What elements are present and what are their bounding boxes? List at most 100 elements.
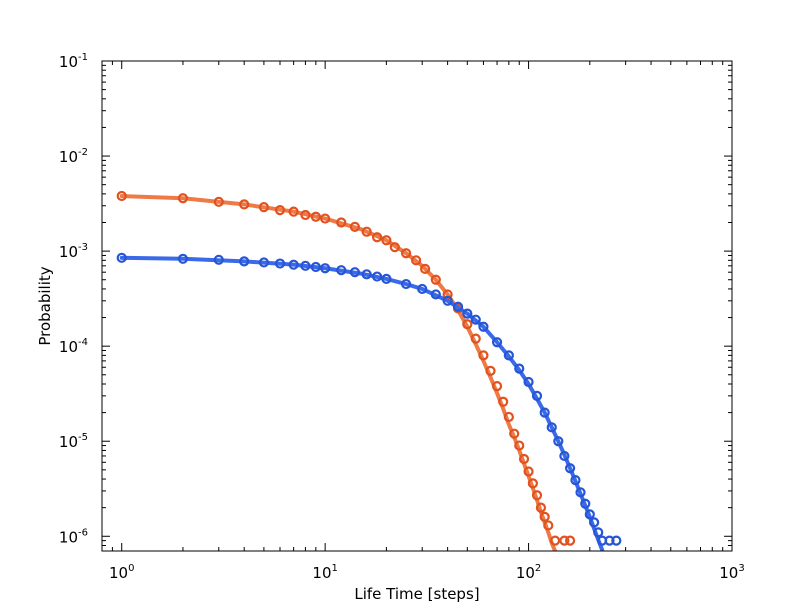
x-axis-label: Life Time [steps] <box>354 585 479 603</box>
series-0-point <box>531 490 543 501</box>
series-1-point <box>514 363 525 374</box>
series-0-point <box>518 453 530 465</box>
series-0-point <box>177 193 189 204</box>
series-1-point <box>258 257 269 268</box>
plot-frame <box>101 60 733 552</box>
y-tick-label: 10-6 <box>59 527 88 546</box>
x-tick-label: 102 <box>516 563 541 582</box>
series-0-point <box>420 263 431 274</box>
series-1-fit-line <box>119 255 605 551</box>
series-1-point <box>559 450 570 462</box>
series-1-point <box>430 289 441 300</box>
series-0-point <box>116 190 127 202</box>
series-0-point <box>539 511 550 522</box>
series-1-point <box>361 269 372 280</box>
series-1-point <box>553 436 564 447</box>
series-0-point <box>491 381 503 392</box>
series-0-point <box>320 213 331 224</box>
series-1-point <box>401 278 412 290</box>
x-tick-label: 101 <box>312 563 337 582</box>
series-1-point <box>288 259 299 270</box>
series-1-point <box>584 509 595 520</box>
series-1-point <box>336 265 347 276</box>
series-0-point <box>310 211 321 222</box>
tick-layer: 100 101 102 103 10-6 10-5 10-4 10-3 10-2 10-1 <box>59 52 745 582</box>
series-1-point <box>442 295 453 306</box>
series-0-point <box>478 350 489 361</box>
series-1-point <box>470 314 481 325</box>
series-1-point <box>381 273 392 285</box>
y-tick-label: 10-5 <box>59 432 88 451</box>
series-1-point <box>564 463 576 474</box>
series-0-point <box>213 196 224 207</box>
series-1-point <box>239 256 250 267</box>
series-0-point <box>371 232 383 243</box>
series-0-point <box>514 440 525 451</box>
series-1-point <box>213 254 224 265</box>
series-0-point <box>543 520 554 531</box>
series-0-point <box>498 396 509 407</box>
series-1-point <box>611 535 622 546</box>
series-1-point <box>491 337 503 348</box>
series-0-point <box>258 202 269 213</box>
series-0-point <box>381 235 392 246</box>
series-0-point <box>559 535 570 546</box>
series-0-point <box>523 466 534 477</box>
y-tick-label: 10-3 <box>59 242 88 261</box>
y-tick-label: 10-2 <box>59 147 88 166</box>
series-1-point <box>349 267 360 278</box>
series-0-point <box>470 333 481 344</box>
series-0-point <box>503 411 514 423</box>
series-1-point <box>523 376 534 388</box>
series-1-point <box>452 301 464 312</box>
x-tick-label: 103 <box>719 563 744 582</box>
y-tick-label: 10-1 <box>59 52 88 71</box>
series-0 <box>116 190 576 551</box>
series-1-point <box>310 261 321 273</box>
series-1-point <box>417 283 428 295</box>
series-0-point <box>239 199 250 210</box>
series-0-point <box>274 205 286 216</box>
series-1-point <box>116 252 127 263</box>
series-0-point <box>535 502 547 513</box>
series-1-point <box>177 253 189 264</box>
series-1-point <box>300 260 311 271</box>
series-layer <box>116 190 622 551</box>
series-0-point <box>549 535 561 546</box>
series-1-point <box>575 487 586 498</box>
series-0-point <box>509 428 520 439</box>
series-0-point <box>485 365 496 376</box>
series-0-point <box>564 535 576 546</box>
series-1-point <box>478 321 489 332</box>
series-1-point <box>320 263 331 274</box>
series-0-point <box>411 255 422 266</box>
series-1-point <box>570 474 581 486</box>
series-1-point <box>593 527 604 538</box>
series-0-point <box>430 274 441 285</box>
series-1-point <box>604 535 615 546</box>
y-tick-label: 10-4 <box>59 337 88 356</box>
series-0-point <box>462 319 473 330</box>
series-1-point <box>546 422 557 433</box>
series-0-fit-line <box>119 194 558 551</box>
series-0-point <box>361 226 372 237</box>
series-1-point <box>371 271 383 282</box>
series-1-point <box>274 258 286 269</box>
series-1-point <box>531 390 543 401</box>
series-0-point <box>389 242 400 253</box>
series-0-point <box>442 289 453 300</box>
series-1-point <box>503 350 514 361</box>
x-tick-label: 100 <box>109 563 134 582</box>
series-0-point <box>527 478 538 489</box>
series-1-point <box>462 308 473 319</box>
series-0-point <box>288 206 299 217</box>
series-0-point <box>300 209 311 221</box>
series-1-point <box>539 407 550 418</box>
series-1-point <box>580 498 591 509</box>
series-1-point <box>589 517 600 528</box>
y-axis-label: Probability <box>36 266 54 345</box>
series-1 <box>116 252 622 551</box>
series-0-point <box>336 217 347 228</box>
